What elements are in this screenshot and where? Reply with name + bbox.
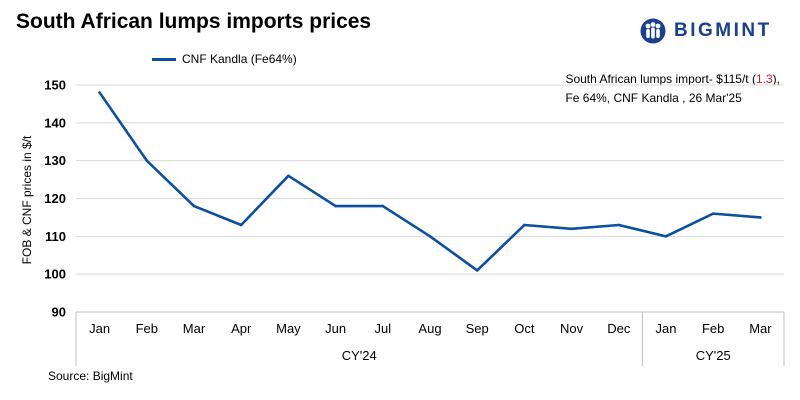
- x-tick-label: Jan: [89, 321, 110, 336]
- chart-title: South African lumps imports prices: [16, 10, 372, 33]
- gridlines: [76, 84, 784, 275]
- x-tick-label: Jul: [374, 321, 391, 336]
- data-point: [287, 174, 290, 178]
- x-tick-label: Oct: [514, 321, 535, 336]
- series-line: [98, 91, 762, 272]
- x-tick-label: Aug: [418, 321, 441, 336]
- x-tick-label: Mar: [183, 321, 206, 336]
- annotation-change: 1.3: [755, 72, 773, 86]
- x-group-label: CY'25: [696, 348, 731, 363]
- x-tick-label: Nov: [560, 321, 584, 336]
- data-point: [617, 223, 621, 227]
- source-note: Source: BigMint: [48, 369, 133, 383]
- y-tick-label: 140: [44, 115, 66, 130]
- data-point: [239, 223, 243, 227]
- data-point: [428, 235, 432, 238]
- legend: CNF Kandla (Fe64%): [152, 52, 297, 66]
- y-axis-label: FOB & CNF prices in $/t: [20, 135, 34, 264]
- data-point: [381, 204, 385, 208]
- bigmint-logo: BIGMINT: [640, 18, 772, 44]
- data-point: [192, 204, 196, 208]
- data-point: [570, 227, 573, 231]
- y-tick-label: 90: [52, 305, 66, 320]
- y-tick-label: 100: [44, 267, 66, 282]
- x-axis: Jan Feb Mar Apr May Jun Jul Aug Sep Oct Nov Dec Jan F…: [75, 311, 785, 366]
- y-tick-label: 120: [44, 191, 66, 206]
- legend-swatch: [152, 57, 176, 61]
- data-point: [664, 235, 668, 238]
- data-point: [475, 269, 479, 272]
- y-axis-ticks: 90 100 110 120 130 140 150: [44, 78, 66, 320]
- y-tick-label: 130: [44, 153, 66, 168]
- annotation-line-1: South African lumps import- $115/t (1.3)…: [565, 70, 780, 89]
- logo-text: BIGMINT: [674, 20, 772, 41]
- data-point: [98, 91, 101, 94]
- x-tick-label: Dec: [607, 321, 631, 336]
- annotation-line-2: Fe 64%, CNF Kandla , 26 Mar'25: [565, 91, 742, 105]
- annotation-suffix: ),: [772, 72, 780, 86]
- x-group-label: CY'24: [342, 348, 377, 363]
- data-point: [523, 223, 526, 227]
- y-tick-label: 150: [44, 78, 66, 93]
- series-layer: [98, 91, 762, 272]
- data-point: [759, 216, 762, 219]
- price-annotation: South African lumps import- $115/t (1.3)…: [565, 70, 780, 108]
- annotation-prefix: South African lumps import- $115/t (: [565, 72, 756, 86]
- x-tick-label: Jan: [656, 321, 677, 336]
- x-tick-label: May: [276, 321, 301, 336]
- y-tick-label: 110: [45, 229, 66, 244]
- x-tick-label: Apr: [231, 321, 252, 336]
- people-icon: [640, 18, 666, 44]
- x-tick-label: Feb: [136, 321, 158, 336]
- legend-label: CNF Kandla (Fe64%): [182, 52, 297, 66]
- x-tick-label: Feb: [702, 321, 724, 336]
- data-point: [334, 204, 337, 208]
- data-point: [711, 212, 715, 215]
- x-tick-label: Mar: [749, 321, 772, 336]
- data-point: [145, 159, 149, 162]
- x-tick-label: Sep: [466, 321, 489, 336]
- x-tick-label: Jun: [325, 321, 346, 336]
